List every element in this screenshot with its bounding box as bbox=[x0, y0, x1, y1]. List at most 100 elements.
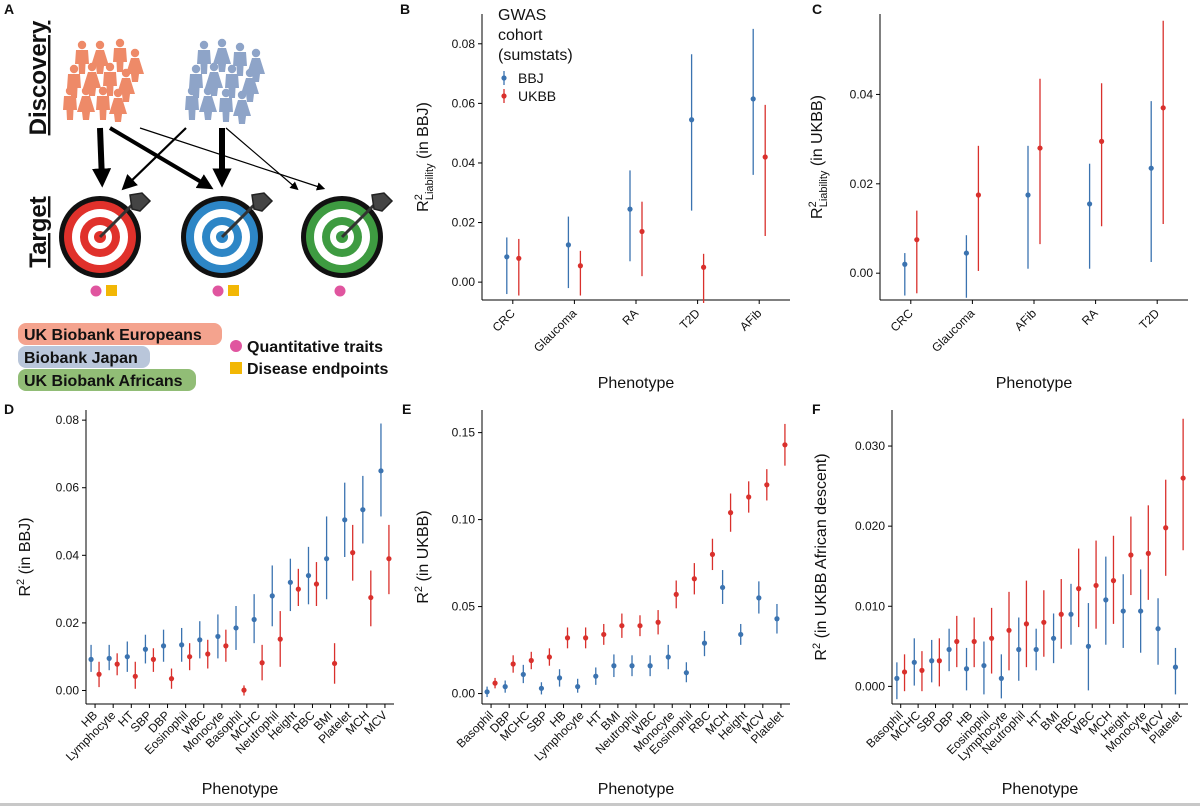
point-bbj-monocyte bbox=[1138, 608, 1144, 614]
point-ukbb-glaucoma bbox=[577, 263, 584, 269]
point-bbj-basophil bbox=[894, 675, 900, 681]
point-bbj-neutrophil bbox=[629, 663, 635, 669]
y-tick-label: 0.00 bbox=[56, 683, 80, 697]
x-tick-label: Glaucoma bbox=[531, 306, 580, 355]
point-ukbb-mchc bbox=[919, 667, 925, 673]
point-bbj-wbc bbox=[1085, 643, 1092, 649]
cohort-legend-afr bbox=[18, 369, 196, 391]
y-tick-label: 0.04 bbox=[56, 548, 80, 562]
point-ukbb-ht bbox=[132, 673, 138, 679]
point-bbj-platelet bbox=[774, 616, 780, 622]
people-group-icon bbox=[185, 38, 265, 124]
x-tick-label: T2D bbox=[1136, 306, 1162, 332]
point-ukbb-monocyte bbox=[1145, 550, 1151, 556]
point-bbj-dbp bbox=[502, 684, 508, 690]
y-axis-label-rest: (in UKBB) bbox=[809, 95, 826, 171]
bottom-divider bbox=[0, 803, 1200, 806]
point-ukbb-monocyte bbox=[223, 643, 229, 649]
arrow-jpn-to-eur bbox=[121, 127, 187, 191]
point-bbj-crc bbox=[504, 254, 510, 260]
point-bbj-lymphocyte bbox=[106, 655, 112, 661]
point-ukbb-bmi bbox=[619, 623, 625, 629]
y-axis-label-rest: (in UKBB African descent) bbox=[813, 453, 830, 642]
legend-item-ukbb: UKBB bbox=[518, 88, 556, 104]
point-bbj-ht bbox=[593, 673, 599, 679]
y-axis-label: R2 (in UKBB African descent) bbox=[811, 453, 830, 660]
quantitative-trait-marker-icon bbox=[90, 285, 102, 297]
point-bbj-rbc bbox=[305, 572, 312, 579]
point-ukbb-rbc bbox=[313, 581, 320, 587]
cohort-legend-afr-label: UK Biobank Africans bbox=[24, 373, 183, 390]
point-ukbb-wbc bbox=[205, 651, 211, 657]
y-axis-label: R2Liability (in BBJ) bbox=[413, 102, 436, 212]
y-tick-label: 0.00 bbox=[452, 275, 476, 289]
x-tick-label: CRC bbox=[490, 306, 519, 335]
legend-title: GWAS bbox=[498, 7, 546, 24]
x-tick-label: T2D bbox=[677, 306, 703, 332]
point-bbj-ra bbox=[1087, 201, 1093, 207]
y-tick-label: 0.020 bbox=[855, 519, 885, 533]
point-bbj-bmi bbox=[1050, 635, 1057, 641]
point-bbj-afib bbox=[1025, 192, 1031, 198]
point-bbj-monocyte bbox=[215, 633, 221, 640]
panel-label-e: E bbox=[402, 401, 411, 417]
y-axis-label-main: R bbox=[17, 585, 34, 597]
point-bbj-mchc bbox=[911, 659, 917, 665]
point-bbj-dbp bbox=[946, 646, 952, 653]
point-ukbb-mch bbox=[727, 510, 734, 516]
quantitative-trait-marker-icon bbox=[334, 285, 346, 297]
point-ukbb-neutrophil bbox=[1023, 621, 1030, 627]
y-axis-label-rest: (in BBJ) bbox=[17, 517, 34, 578]
y-axis-label-rest: (in BBJ) bbox=[415, 102, 432, 163]
y-axis-label-main: R bbox=[809, 207, 826, 219]
disease-endpoint-marker-icon bbox=[228, 285, 239, 296]
point-bbj-bmi bbox=[324, 556, 330, 562]
point-bbj-hb bbox=[556, 675, 563, 681]
y-tick-label: 0.05 bbox=[452, 600, 476, 614]
x-axis-label: Phenotype bbox=[1002, 781, 1079, 798]
point-ukbb-glaucoma bbox=[975, 192, 982, 198]
panel-label-c: C bbox=[812, 1, 822, 17]
point-ukbb-sbp bbox=[546, 654, 552, 660]
legend: GWAS cohort (sumstats) BBJ UKBB bbox=[498, 7, 573, 104]
point-ukbb-hb bbox=[96, 671, 102, 677]
point-bbj-platelet bbox=[342, 517, 348, 523]
x-axis-label: Phenotype bbox=[202, 781, 279, 798]
x-tick-label: AFib bbox=[1012, 306, 1040, 334]
point-ukbb-basophil bbox=[492, 680, 498, 686]
point-bbj-bmi bbox=[611, 663, 617, 669]
cohort-legend-eur-label: UK Biobank Europeans bbox=[24, 327, 202, 344]
y-tick-label: 0.02 bbox=[850, 177, 874, 191]
point-bbj-basophil bbox=[484, 689, 490, 695]
target-with-arrow-icon bbox=[181, 192, 274, 278]
point-bbj-glaucoma bbox=[565, 242, 572, 248]
y-axis-label-sub: Liability bbox=[818, 170, 830, 207]
point-bbj-sbp bbox=[142, 646, 149, 652]
arrow-eur-to-eur bbox=[91, 127, 112, 188]
panel-label-d: D bbox=[4, 401, 14, 417]
cohort-legend-jpn bbox=[18, 346, 150, 368]
point-ukbb-eosinophil bbox=[988, 635, 995, 641]
point-ukbb-mcv bbox=[1163, 525, 1169, 531]
point-bbj-mcv bbox=[378, 468, 384, 474]
point-bbj-dbp bbox=[160, 643, 167, 649]
y-tick-label: 0.000 bbox=[855, 679, 885, 693]
point-ukbb-basophil bbox=[901, 669, 908, 675]
panel-d: D0.000.020.040.060.08HBLymphocyteHTSBPDB… bbox=[4, 401, 394, 798]
point-ukbb-eosinophil bbox=[691, 576, 697, 582]
y-tick-label: 0.030 bbox=[855, 439, 885, 453]
x-axis-label: Phenotype bbox=[598, 375, 675, 392]
legend-key-point bbox=[501, 75, 507, 81]
x-axis-label: Phenotype bbox=[598, 781, 675, 798]
point-ukbb-mch bbox=[1110, 578, 1117, 584]
point-ukbb-monocyte bbox=[673, 591, 679, 598]
point-ukbb-bmi bbox=[1058, 611, 1064, 617]
panel-f: F0.0000.0100.0200.030BasophilMCHCSBPDBPH… bbox=[811, 401, 1188, 798]
point-bbj-height bbox=[738, 631, 744, 638]
point-ukbb-afib bbox=[762, 154, 768, 160]
x-tick-label: Glaucoma bbox=[929, 306, 978, 355]
point-ukbb-crc bbox=[516, 255, 522, 261]
point-ukbb-mcv bbox=[764, 482, 770, 488]
y-axis-label: R2 (in BBJ) bbox=[15, 517, 34, 596]
